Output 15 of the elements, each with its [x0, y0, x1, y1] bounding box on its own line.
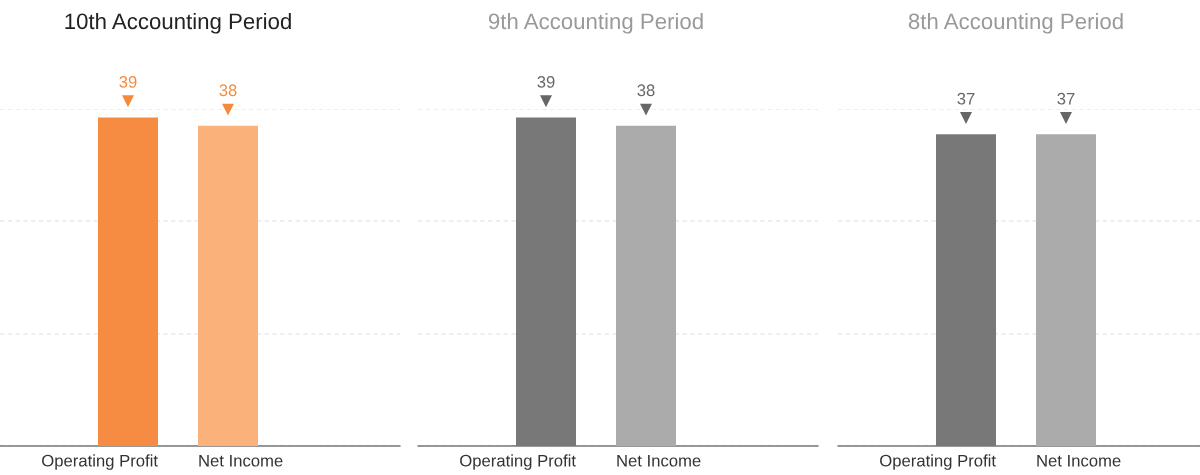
data-label: 39 — [537, 75, 555, 88]
x-tick-label: Operating Profit — [880, 454, 996, 470]
x-tick-label: Net Income — [199, 454, 283, 467]
x-tick-label: Net Income — [1037, 454, 1121, 467]
data-label: 39 — [119, 75, 137, 88]
data-label: 38 — [637, 84, 655, 97]
data-label: 37 — [1057, 92, 1075, 105]
chart-title: 10th Accounting Period — [65, 12, 291, 34]
x-tick-label: Operating Profit — [42, 454, 158, 470]
data-label: 38 — [219, 84, 237, 97]
x-tick-label: Operating Profit — [460, 454, 576, 470]
chart-title: 8th Accounting Period — [908, 12, 1123, 34]
data-label: 37 — [957, 92, 975, 105]
x-tick-label: Net Income — [617, 454, 701, 467]
chart-title: 9th Accounting Period — [488, 12, 703, 34]
